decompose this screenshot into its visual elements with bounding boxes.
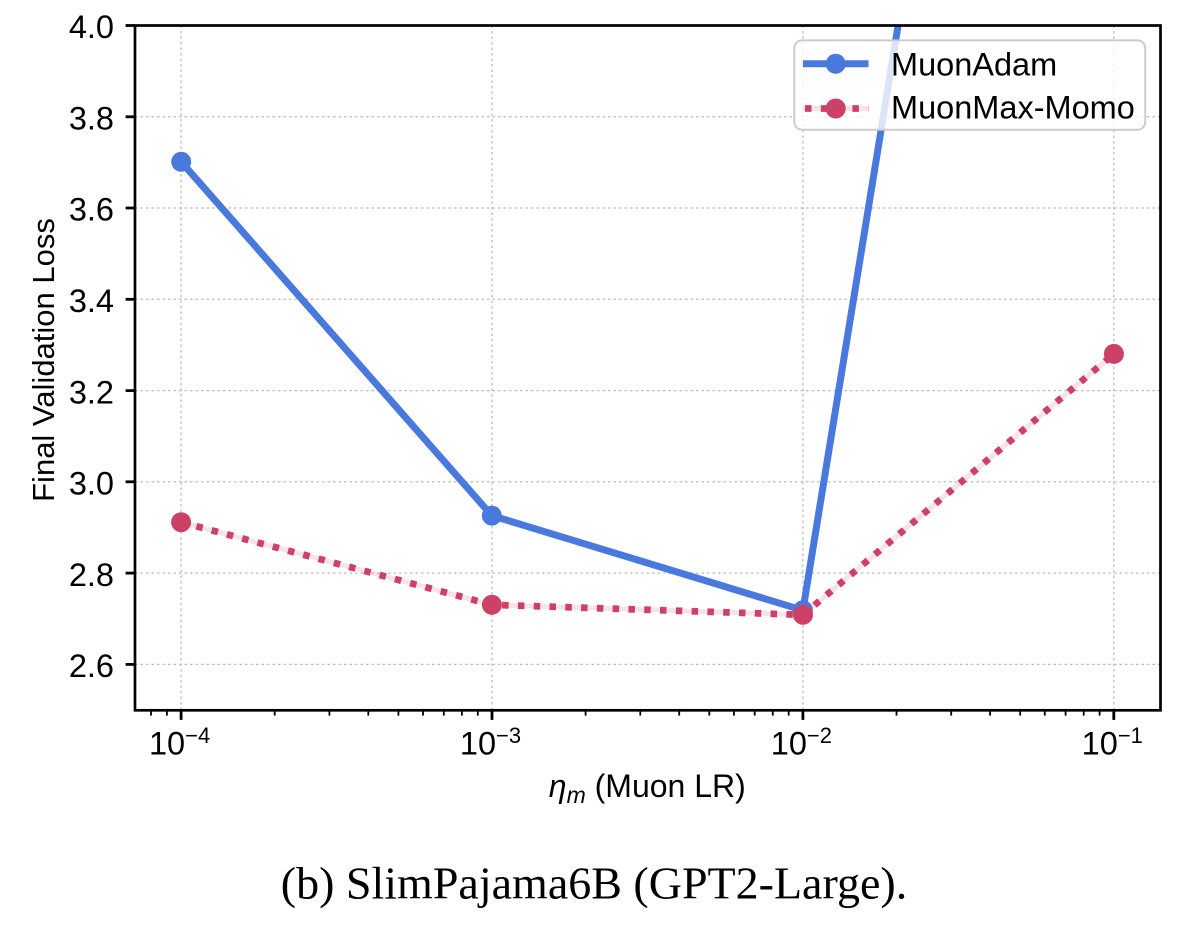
svg-text:(b) SlimPajama6B (GPT2-Large).: (b) SlimPajama6B (GPT2-Large). bbox=[281, 858, 907, 909]
svg-text:10−4: 10−4 bbox=[149, 723, 210, 762]
svg-text:Final Validation Loss: Final Validation Loss bbox=[26, 218, 61, 502]
svg-text:ηm (Muon LR): ηm (Muon LR) bbox=[549, 768, 746, 808]
svg-text:MuonAdam: MuonAdam bbox=[891, 47, 1057, 83]
svg-text:MuonMax-Momo: MuonMax-Momo bbox=[891, 90, 1135, 126]
svg-text:3.4: 3.4 bbox=[69, 283, 114, 319]
svg-text:3.6: 3.6 bbox=[69, 192, 114, 228]
svg-text:3.0: 3.0 bbox=[69, 466, 114, 502]
svg-text:3.8: 3.8 bbox=[69, 101, 114, 137]
svg-text:10−2: 10−2 bbox=[771, 723, 832, 762]
svg-text:4.0: 4.0 bbox=[69, 9, 114, 45]
svg-text:2.6: 2.6 bbox=[69, 648, 114, 684]
svg-text:3.2: 3.2 bbox=[69, 374, 114, 410]
svg-text:2.8: 2.8 bbox=[69, 557, 114, 593]
